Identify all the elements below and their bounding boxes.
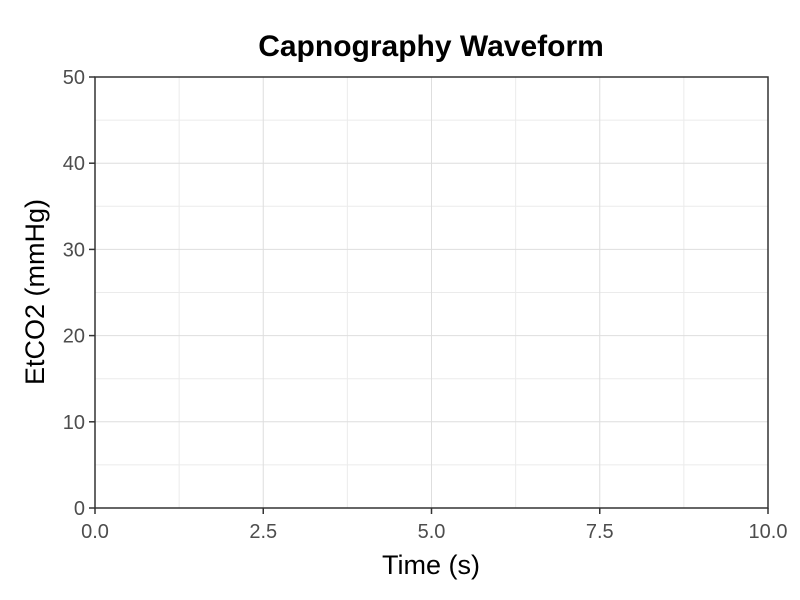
x-tick-label: 0.0 [81, 521, 109, 543]
x-tick-label: 7.5 [586, 521, 614, 543]
y-tick-label: 40 [63, 153, 85, 175]
chart-title: Capnography Waveform [258, 30, 604, 63]
y-tick-label: 50 [63, 67, 85, 89]
x-axis-label: Time (s) [382, 550, 480, 580]
y-tick-label: 10 [63, 412, 85, 434]
x-tick-label: 5.0 [418, 521, 446, 543]
x-tick-label: 10.0 [749, 521, 788, 543]
y-tick-label: 20 [63, 326, 85, 348]
x-axis-ticks: 0.0 2.5 5.0 7.5 10.0 [81, 508, 787, 543]
y-axis-ticks: 0 10 20 30 40 50 [63, 67, 95, 520]
y-tick-label: 30 [63, 239, 85, 261]
y-axis-label: EtCO2 (mmHg) [20, 199, 50, 385]
y-tick-label: 0 [74, 498, 85, 520]
x-tick-label: 2.5 [249, 521, 277, 543]
